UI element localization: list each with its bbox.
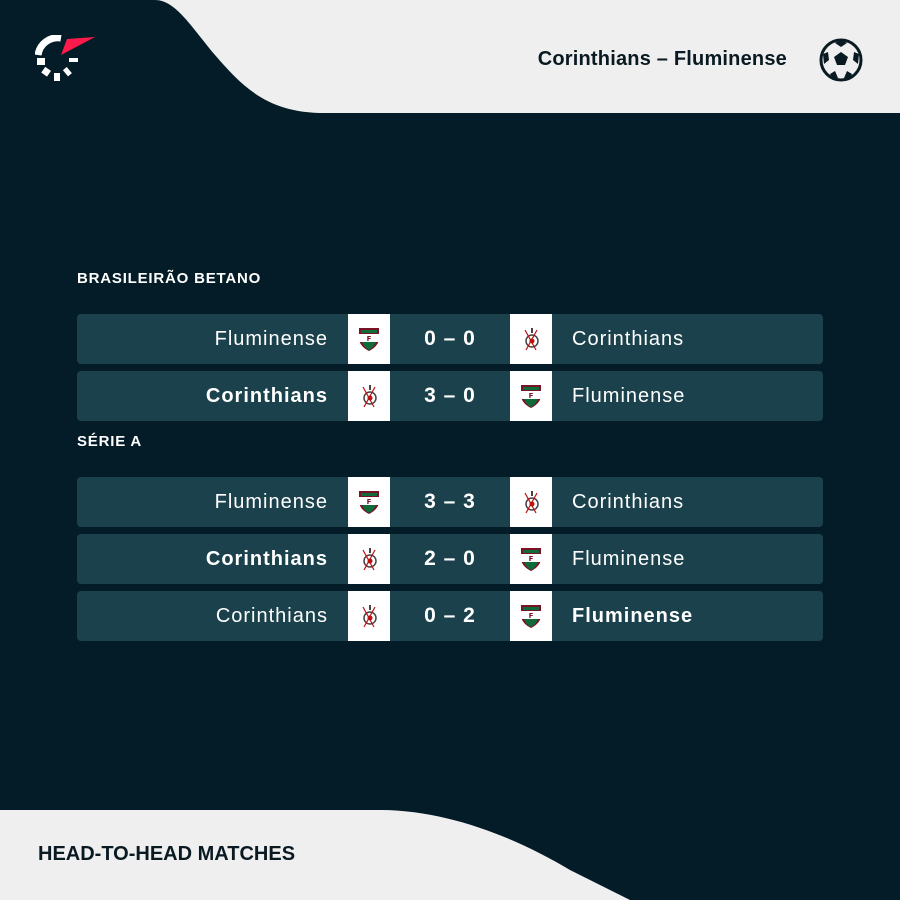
match-row[interactable]: Corinthians 3 – 0 F Fluminense (77, 371, 823, 421)
home-crest (348, 371, 390, 421)
fluminense-crest-icon: F (359, 491, 379, 514)
match-row[interactable]: Corinthians 2 – 0 F Fluminense (77, 534, 823, 584)
fluminense-crest-icon: F (521, 548, 541, 571)
score: 2 – 0 (424, 547, 476, 570)
soccer-ball-icon (819, 38, 863, 82)
svg-text:F: F (529, 612, 534, 620)
away-team: Corinthians (572, 491, 685, 513)
away-team: Fluminense (572, 605, 694, 627)
away-crest: F (510, 534, 552, 584)
section-label: BRASILEIRÃO BETANO (77, 270, 262, 287)
fluminense-crest-icon: F (521, 605, 541, 628)
home-team: Corinthians (205, 385, 328, 407)
flashscore-logo (35, 35, 95, 81)
match-row[interactable]: Fluminense F 0 – 0 Corinthians (77, 314, 823, 364)
away-team: Corinthians (572, 328, 685, 350)
home-crest (348, 591, 390, 641)
footer-label: HEAD-TO-HEAD MATCHES (38, 843, 296, 865)
score: 3 – 0 (424, 384, 476, 407)
away-crest: F (510, 591, 552, 641)
svg-text:F: F (367, 335, 372, 343)
match-row[interactable]: Corinthians 0 – 2 F Fluminense (77, 591, 823, 641)
away-team: Fluminense (572, 548, 686, 570)
score: 0 – 0 (424, 327, 476, 350)
away-crest: F (510, 371, 552, 421)
away-crest (510, 477, 552, 527)
corinthians-crest-icon (362, 385, 377, 408)
fluminense-crest-icon: F (359, 328, 379, 351)
home-team: Corinthians (215, 605, 328, 627)
score: 3 – 3 (424, 490, 476, 513)
home-crest: F (348, 314, 390, 364)
corinthians-crest-icon (362, 548, 377, 571)
home-team: Fluminense (214, 491, 328, 513)
home-crest (348, 534, 390, 584)
away-team: Fluminense (572, 385, 686, 407)
match-title: Corinthians – Fluminense (537, 48, 787, 70)
score: 0 – 2 (424, 604, 476, 627)
match-row[interactable]: Fluminense F 3 – 3 Corinthians (77, 477, 823, 527)
home-team: Corinthians (205, 548, 328, 570)
fluminense-crest-icon: F (521, 385, 541, 408)
section-label: SÉRIE A (77, 433, 143, 450)
home-crest: F (348, 477, 390, 527)
corinthians-crest-icon (362, 605, 377, 628)
svg-text:F: F (529, 392, 534, 400)
svg-text:F: F (367, 498, 372, 506)
home-team: Fluminense (214, 328, 328, 350)
corinthians-crest-icon (524, 491, 539, 514)
svg-text:F: F (529, 555, 534, 563)
away-crest (510, 314, 552, 364)
corinthians-crest-icon (524, 328, 539, 351)
